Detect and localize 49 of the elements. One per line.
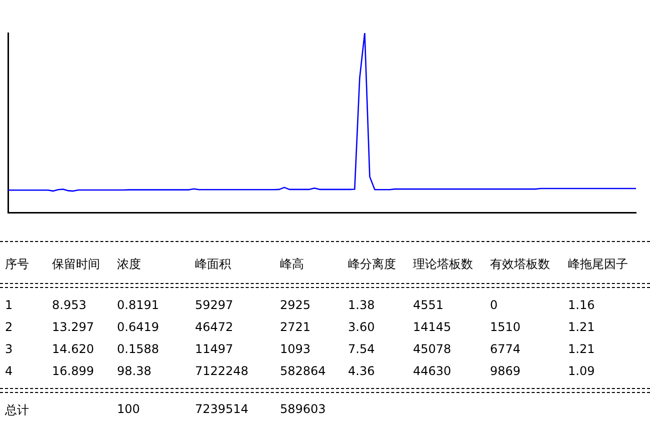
text: 14145 <box>413 320 452 334</box>
text: 2 <box>5 320 13 334</box>
text: 9869 <box>490 364 521 378</box>
text: 1093 <box>280 342 311 356</box>
text: 0.8191 <box>117 298 159 312</box>
text: 2721 <box>280 320 311 334</box>
text: 59297 <box>195 298 234 312</box>
text: 589603 <box>280 402 326 416</box>
text: 13.297 <box>52 320 94 334</box>
text: 1.21 <box>568 342 595 356</box>
text: 3 <box>5 342 13 356</box>
text: 保留时间 <box>52 256 100 273</box>
text: 1.38 <box>348 298 375 312</box>
text: 浓度 <box>117 256 141 273</box>
text: 2925 <box>280 298 311 312</box>
text: 峰拖尾因子 <box>568 256 628 273</box>
text: 11497 <box>195 342 234 356</box>
text: 峰面积 <box>195 256 231 273</box>
text: 3.60 <box>348 320 375 334</box>
text: 峰分离度 <box>348 256 396 273</box>
text: 8.953 <box>52 298 86 312</box>
text: 4.36 <box>348 364 375 378</box>
text: 1.09 <box>568 364 595 378</box>
text: 16.899 <box>52 364 94 378</box>
text: 1 <box>5 298 13 312</box>
text: 100 <box>117 402 140 416</box>
text: 14.620 <box>52 342 94 356</box>
text: 序号 <box>5 256 29 273</box>
text: 1.21 <box>568 320 595 334</box>
text: 0.6419 <box>117 320 159 334</box>
text: 7122248 <box>195 364 248 378</box>
text: 总计 <box>5 402 29 419</box>
text: 7239514 <box>195 402 248 416</box>
text: 有效塔板数 <box>490 256 550 273</box>
text: 46472 <box>195 320 234 334</box>
text: 6774 <box>490 342 521 356</box>
text: 4 <box>5 364 13 378</box>
text: 582864 <box>280 364 326 378</box>
text: 45078 <box>413 342 452 356</box>
text: 4551 <box>413 298 444 312</box>
text: 理论塔板数 <box>413 256 473 273</box>
text: 1510 <box>490 320 521 334</box>
text: 98.38 <box>117 364 152 378</box>
text: 0.1588 <box>117 342 159 356</box>
text: 峰高 <box>280 256 304 273</box>
text: 0 <box>490 298 498 312</box>
text: 7.54 <box>348 342 375 356</box>
text: 1.16 <box>568 298 595 312</box>
text: 44630 <box>413 364 452 378</box>
